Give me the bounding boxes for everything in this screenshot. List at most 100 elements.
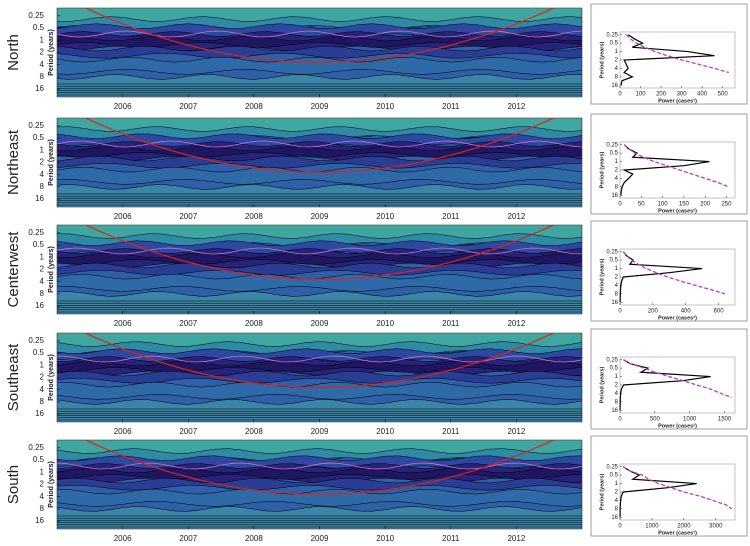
x-axis-label: Power (cases²) bbox=[658, 97, 697, 104]
spectrum-line bbox=[620, 34, 715, 86]
y-tick-label: 4 bbox=[40, 385, 45, 394]
y-tick-label: 0.5 bbox=[33, 240, 45, 249]
y-tick-label: 8 bbox=[40, 397, 45, 406]
x-tick-label: 2008 bbox=[245, 102, 263, 111]
x-tick-label: 2009 bbox=[311, 534, 329, 541]
x-tick-label: 2008 bbox=[245, 212, 263, 221]
x-tick-label: 2009 bbox=[311, 319, 329, 328]
y-tick-label: 8 bbox=[615, 399, 619, 405]
x-tick-label: 200 bbox=[648, 309, 659, 315]
y-axis-label: Period (years) bbox=[599, 366, 605, 403]
y-axis-label: Period (years) bbox=[48, 139, 55, 186]
y-tick-label: 2 bbox=[615, 58, 619, 64]
contour-band bbox=[57, 166, 582, 185]
x-tick-label: 500 bbox=[718, 92, 729, 98]
contour-band bbox=[57, 273, 582, 292]
spectrum-panel: 0.25 0.5 1 2 4 8 160 500 1000 1500 Power (cases²) P… bbox=[590, 328, 748, 429]
y-tick-label: 0.25 bbox=[28, 228, 44, 237]
x-tick-label: 500 bbox=[650, 417, 661, 423]
x-tick-label: 2012 bbox=[507, 427, 525, 436]
y-tick-label: 16 bbox=[35, 409, 44, 418]
contour-band bbox=[57, 184, 582, 207]
y-tick-label: 0.25 bbox=[606, 464, 618, 470]
x-tick-label: 2007 bbox=[179, 212, 197, 221]
x-tick-label: 2012 bbox=[507, 102, 525, 111]
spectrum-panel: 0.25 0.5 1 2 4 8 160 200 400 600 Power (cases²) Per… bbox=[590, 220, 748, 321]
wavelet-image bbox=[57, 118, 582, 207]
x-tick-label: 2011 bbox=[442, 102, 460, 111]
significance-contour bbox=[57, 30, 582, 38]
x-tick-label: 3000 bbox=[709, 524, 723, 530]
y-tick-label: 16 bbox=[611, 300, 618, 306]
y-axis-label: Period (years) bbox=[599, 41, 605, 78]
x-tick-label: 400 bbox=[697, 92, 708, 98]
y-tick-label: 2 bbox=[615, 168, 619, 174]
y-tick-label: 0.5 bbox=[610, 258, 619, 264]
y-tick-label: 1 bbox=[615, 159, 619, 165]
y-tick-label: 2 bbox=[40, 373, 45, 382]
cone-of-influence bbox=[84, 440, 555, 495]
y-tick-label: 0.5 bbox=[33, 133, 45, 142]
y-tick-label: 4 bbox=[615, 176, 619, 182]
x-tick-label: 2010 bbox=[376, 427, 394, 436]
x-tick-label: 2006 bbox=[114, 427, 132, 436]
y-tick-label: 0.25 bbox=[28, 11, 44, 20]
x-tick-label: 2009 bbox=[311, 427, 329, 436]
y-tick-label: 4 bbox=[615, 498, 619, 504]
y-tick-label: 0.5 bbox=[610, 366, 619, 372]
x-tick-label: 400 bbox=[681, 309, 692, 315]
x-tick-label: 2012 bbox=[507, 212, 525, 221]
x-axis-label: Power (cases²) bbox=[658, 529, 697, 536]
panel-box bbox=[590, 3, 748, 105]
spectrum-line bbox=[623, 144, 729, 188]
y-tick-label: 16 bbox=[35, 516, 44, 525]
wavelet-panel: 0.25 0.5 1 2 4 8 16 2006 2007 2008 2009 2010 2011 201… bbox=[5, 332, 583, 436]
contour-band bbox=[57, 477, 582, 491]
y-axis-label: Period (years) bbox=[48, 354, 55, 401]
contour-band bbox=[57, 145, 582, 158]
y-tick-label: 1 bbox=[40, 467, 45, 476]
x-tick-label: 600 bbox=[714, 309, 725, 315]
y-tick-label: 0.5 bbox=[610, 41, 619, 47]
y-tick-label: 0.5 bbox=[33, 23, 45, 32]
y-tick-label: 2 bbox=[40, 265, 45, 274]
wavelet-image bbox=[57, 333, 582, 422]
x-tick-label: 2006 bbox=[114, 319, 132, 328]
contour-band bbox=[57, 57, 582, 75]
x-tick-label: 2011 bbox=[442, 319, 460, 328]
significance-contour bbox=[57, 462, 582, 470]
y-tick-label: 1 bbox=[40, 145, 45, 154]
y-axis-label: Period (years) bbox=[599, 258, 605, 295]
x-tick-label: 2008 bbox=[245, 319, 263, 328]
y-tick-label: 0.25 bbox=[606, 142, 618, 148]
cone-of-influence bbox=[84, 118, 555, 173]
y-tick-label: 16 bbox=[611, 408, 618, 414]
y-tick-label: 8 bbox=[40, 72, 45, 81]
x-tick-label: 2007 bbox=[179, 534, 197, 541]
y-tick-label: 1 bbox=[40, 360, 45, 369]
x-tick-label: 2007 bbox=[179, 427, 197, 436]
cone-of-influence bbox=[84, 225, 555, 280]
y-tick-label: 8 bbox=[615, 184, 619, 190]
x-tick-label: 0 bbox=[618, 202, 622, 208]
y-tick-label: 8 bbox=[40, 289, 45, 298]
y-tick-label: 1 bbox=[615, 49, 619, 55]
y-tick-label: 0.5 bbox=[33, 455, 45, 464]
contour-band bbox=[57, 506, 582, 529]
contour-band bbox=[57, 291, 582, 314]
x-tick-label: 200 bbox=[656, 92, 667, 98]
x-tick-label: 2006 bbox=[114, 212, 132, 221]
x-tick-label: 2011 bbox=[442, 534, 460, 541]
y-tick-label: 8 bbox=[40, 182, 45, 191]
region-title: South bbox=[5, 465, 22, 504]
y-tick-label: 16 bbox=[611, 83, 618, 89]
y-axis-label: Period (years) bbox=[599, 473, 605, 510]
y-tick-label: 0.5 bbox=[610, 473, 619, 479]
y-tick-label: 1 bbox=[615, 266, 619, 272]
y-tick-label: 2 bbox=[615, 490, 619, 496]
x-tick-label: 2010 bbox=[376, 319, 394, 328]
wavelet-image bbox=[57, 225, 582, 314]
spectrum-line bbox=[622, 251, 726, 295]
y-tick-label: 16 bbox=[35, 194, 44, 203]
